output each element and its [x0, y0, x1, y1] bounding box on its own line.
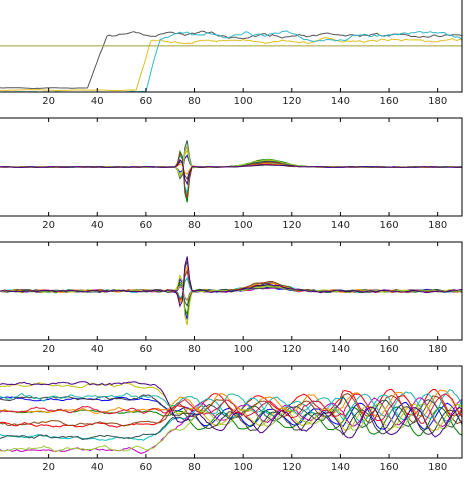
series-line-3 [0, 30, 462, 92]
axes-frame [0, 0, 463, 93]
series-line-4 [0, 276, 462, 299]
x-tick-label: 140 [331, 96, 350, 107]
series-line-14 [0, 393, 462, 424]
x-tick-label: 140 [331, 220, 350, 231]
x-tick-label: 120 [282, 462, 301, 473]
x-tick-label: 60 [140, 220, 153, 231]
series-line-2 [0, 36, 462, 92]
axes-frame [0, 241, 463, 341]
x-tick-label: 80 [188, 344, 201, 355]
series-line-4 [0, 154, 462, 194]
x-tick-label: 80 [188, 96, 201, 107]
x-tick-label: 120 [282, 344, 301, 355]
x-tick-label: 80 [188, 462, 201, 473]
x-tick-label: 100 [234, 462, 253, 473]
chart-panel-4: 20 40 60 80 100 120 140 160 180 [0, 365, 463, 473]
x-tick-label: 180 [428, 220, 447, 231]
x-tick-label: 180 [428, 462, 447, 473]
x-tick-label: 20 [42, 220, 55, 231]
series-line-10 [0, 140, 462, 180]
series-line-10 [0, 283, 462, 308]
series-line-9 [0, 151, 462, 199]
series-line-7 [0, 394, 462, 436]
series-line-1 [0, 277, 462, 320]
series-line-12 [0, 158, 462, 186]
panel-lines [0, 30, 462, 92]
x-tick-label: 160 [380, 96, 399, 107]
series-line-5 [0, 144, 462, 178]
series-line-6 [0, 382, 462, 432]
x-tick-label: 160 [380, 344, 399, 355]
x-tick-label: 40 [91, 96, 104, 107]
panel-lines [0, 381, 462, 454]
series-line-3 [0, 151, 462, 198]
x-tick-label: 20 [42, 462, 55, 473]
x-tick-label: 180 [428, 344, 447, 355]
series-line-6 [0, 148, 462, 176]
x-tick-label: 40 [91, 220, 104, 231]
series-line-8 [0, 266, 462, 304]
x-tick-label: 20 [42, 96, 55, 107]
x-tick-label: 100 [234, 344, 253, 355]
series-line-9 [0, 269, 462, 301]
x-tick-label: 60 [140, 462, 153, 473]
axes-frame [0, 117, 463, 217]
series-line-2 [0, 281, 462, 316]
series-line-3 [0, 269, 462, 300]
x-tick-label: 60 [140, 344, 153, 355]
series-line-11 [0, 402, 462, 453]
x-tick-label: 160 [380, 462, 399, 473]
series-line-9 [0, 393, 462, 427]
series-line-12 [0, 381, 462, 439]
x-tick-label: 160 [380, 220, 399, 231]
series-line-11 [0, 285, 462, 302]
panel-lines [0, 140, 462, 203]
series-line-7 [0, 260, 462, 304]
series-line-2 [0, 149, 462, 203]
series-line-11 [0, 143, 462, 178]
x-tick-label: 140 [331, 344, 350, 355]
panel-lines [0, 256, 462, 326]
x-tick-label: 80 [188, 220, 201, 231]
x-tick-label: 120 [282, 220, 301, 231]
series-line-12 [0, 256, 462, 308]
chart-panel-3: 20 40 60 80 100 120 140 160 180 [0, 241, 463, 355]
x-tick-label: 40 [91, 344, 104, 355]
series-line-3 [0, 388, 462, 428]
series-line-8 [0, 163, 462, 176]
x-tick-label: 40 [91, 462, 104, 473]
x-tick-label: 180 [428, 96, 447, 107]
axes-frame [0, 365, 463, 459]
x-tick-label: 100 [234, 96, 253, 107]
x-tick-label: 20 [42, 344, 55, 355]
x-tick-label: 120 [282, 96, 301, 107]
chart-panel-1: 20 40 60 80 100 120 140 160 180 [0, 0, 463, 107]
x-tick-label: 140 [331, 462, 350, 473]
x-tick-label: 60 [140, 96, 153, 107]
series-line-5 [0, 285, 462, 302]
x-tick-label: 100 [234, 220, 253, 231]
series-line-10 [0, 396, 462, 441]
series-line-6 [0, 273, 462, 326]
series-line-1 [0, 154, 462, 173]
series-line-7 [0, 161, 462, 181]
chart-panel-2: 20 40 60 80 100 120 140 160 180 [0, 117, 463, 231]
